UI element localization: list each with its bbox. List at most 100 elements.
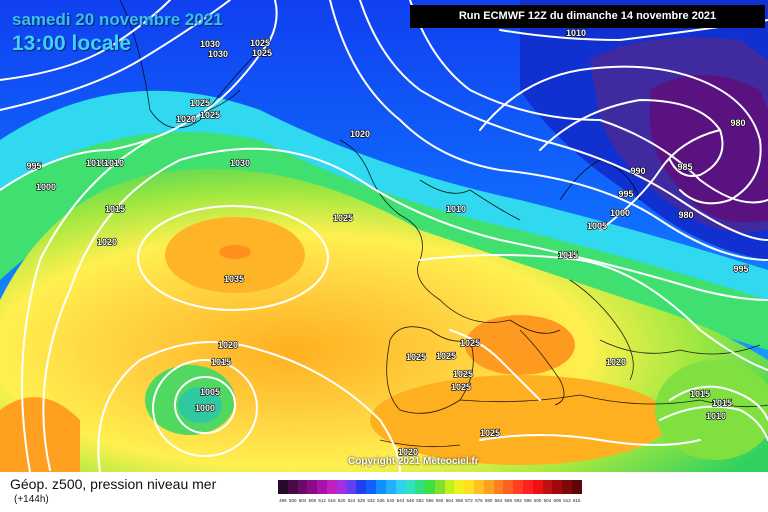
isobar-label: 990: [630, 166, 645, 176]
color-scale-swatch: [503, 480, 514, 494]
isobar-label: 985: [677, 162, 692, 172]
isobar-label: 1010: [706, 411, 726, 421]
forecast-local-time: 13:00 locale: [12, 32, 132, 55]
color-scale-label: 516: [328, 498, 336, 503]
color-scale-label: 528: [357, 498, 366, 503]
color-scale-label: 500: [288, 498, 297, 503]
isobar-label: 1025: [406, 352, 426, 362]
isobar-label: 995: [733, 264, 748, 274]
color-scale-label: 512: [318, 498, 326, 503]
color-scale-swatch: [346, 480, 357, 494]
color-scale-swatch: [434, 480, 445, 494]
color-scale-swatch: [307, 480, 318, 494]
isobars: [0, 0, 768, 472]
isobar-label: 1025: [453, 369, 473, 379]
isobar-label: 1010: [104, 158, 124, 168]
isobar-label: 1025: [451, 382, 471, 392]
color-scale-swatch: [522, 480, 533, 494]
cool-patch-sw-inner: [178, 387, 222, 423]
color-scale-swatch: [483, 480, 494, 494]
isobar-label: 1010: [566, 28, 586, 38]
color-scale-label: 608: [553, 498, 561, 503]
color-scale-label: 576: [475, 498, 483, 503]
color-scale-label: 560: [435, 498, 444, 503]
color-scale-label: 548: [406, 498, 415, 503]
isobar-label: 1015: [690, 389, 710, 399]
forecast-date: samedi 20 novembre 2021: [12, 10, 223, 29]
isobar-label: 1010: [86, 158, 106, 168]
isobar-label: 1020: [606, 357, 626, 367]
color-scale-label: 520: [337, 498, 346, 503]
color-scale-label: 544: [396, 498, 405, 503]
color-scale: [278, 480, 582, 494]
isobar-label: 1020: [350, 129, 370, 139]
isobar-label: 1015: [712, 398, 732, 408]
warm-patch-south: [370, 375, 670, 465]
color-scale-label: 592: [514, 498, 522, 503]
color-scale-swatch: [532, 480, 543, 494]
isobar-label: 1035: [224, 274, 244, 284]
isobar-label: 1020: [97, 237, 117, 247]
isobar-label: 995: [26, 161, 41, 171]
color-scale-swatch: [473, 480, 484, 494]
color-scale-swatch: [542, 480, 553, 494]
isobar-label: 1025: [436, 351, 456, 361]
isobar-label: 1020: [398, 447, 418, 457]
isobar-label: 1030: [208, 49, 228, 59]
color-scale-swatch: [326, 480, 337, 494]
color-scale-swatch: [317, 480, 327, 494]
isobar-label: 995: [618, 189, 633, 199]
color-scale-swatch: [336, 480, 347, 494]
color-scale-swatch: [571, 480, 582, 494]
isobar-label: 1020: [218, 340, 238, 350]
isobar-label: 1025: [333, 213, 353, 223]
color-scale-label: 564: [445, 498, 454, 503]
color-scale-swatch: [287, 480, 298, 494]
color-scale-swatch: [454, 480, 465, 494]
color-scale-label: 508: [308, 498, 317, 503]
color-scale-label: 536: [377, 498, 385, 503]
color-scale-swatch: [385, 480, 396, 494]
isobar-label: 1005: [200, 387, 220, 397]
color-scale-swatch: [444, 480, 455, 494]
isobar-label: 1015: [105, 204, 125, 214]
color-scale-label: 600: [533, 498, 542, 503]
color-scale-swatch: [415, 480, 425, 494]
isobar-label: 1025: [190, 98, 210, 108]
color-scale-labels: 496 500 504 508 512 516 520 524 528 532 536 540 544 5…: [278, 498, 582, 503]
isobar-label: 1025: [200, 110, 220, 120]
color-scale-swatch: [464, 480, 474, 494]
isobar-label: 1020: [176, 114, 196, 124]
isobar-label: 1030: [230, 158, 250, 168]
color-scale-swatch: [395, 480, 406, 494]
color-scale-swatch: [562, 480, 572, 494]
coastlines: [119, 0, 768, 448]
color-scale-label: 524: [347, 498, 356, 503]
color-scale-swatch: [405, 480, 416, 494]
model-run-info: Run ECMWF 12Z du dimanche 14 novembre 20…: [410, 5, 765, 28]
warm-patch-med: [465, 315, 575, 375]
color-scale-label: 568: [455, 498, 463, 503]
color-scale-label: 572: [465, 498, 473, 503]
isobar-label: 1005: [587, 221, 607, 231]
isobar-label: 980: [730, 118, 745, 128]
isobar-label: 1025: [480, 428, 500, 438]
isobar-label: 1000: [36, 182, 56, 192]
color-scale-swatch: [366, 480, 376, 494]
color-scale-label: 596: [524, 498, 532, 503]
color-scale-label: 540: [386, 498, 395, 503]
color-scale-swatch: [552, 480, 563, 494]
isobar-label: 1015: [558, 250, 578, 260]
isobar-label: 980: [678, 210, 693, 220]
isobar-label: 1025: [252, 48, 272, 58]
color-scale-label: 612: [563, 498, 571, 503]
color-scale-label: 580: [484, 498, 493, 503]
isobar-label: 1015: [211, 357, 231, 367]
isobar-labels: 1030 1025 1030 1025 1010 1025 1020 1025 …: [26, 27, 749, 457]
color-scale-label: 584: [494, 498, 503, 503]
color-scale-swatch: [278, 480, 288, 494]
color-scale-swatch: [513, 480, 523, 494]
isobar-label: 1030: [200, 39, 220, 49]
color-scale-label: 552: [416, 498, 424, 503]
high-center: [219, 245, 251, 259]
